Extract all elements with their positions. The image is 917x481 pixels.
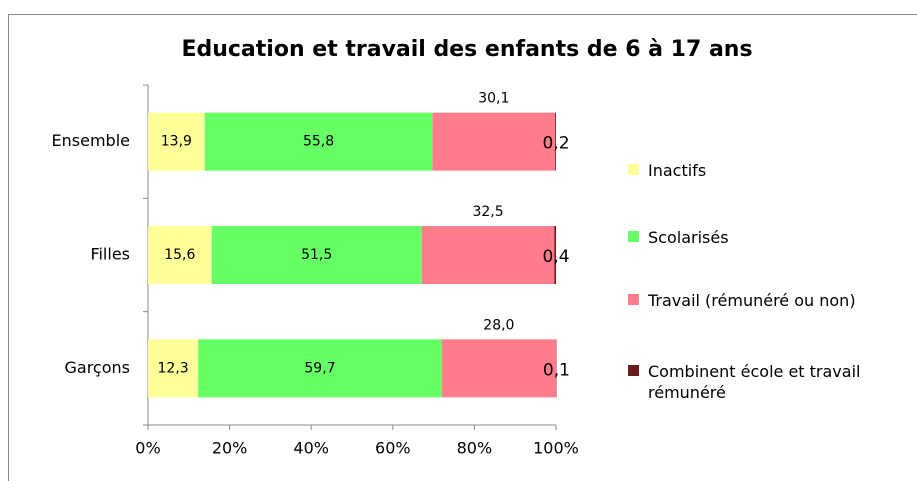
bar-segment — [148, 112, 205, 171]
legend-label: Scolarisés — [648, 228, 729, 247]
value-label: 51,5 — [301, 247, 332, 263]
value-label: 59,7 — [304, 360, 335, 376]
legend-item: Travail (rémunéré ou non) — [628, 290, 913, 311]
x-tick-label: 20% — [212, 439, 248, 458]
value-label: 0,4 — [542, 247, 569, 267]
bar-segment — [432, 112, 556, 171]
legend-item: Combinent école et travail rémunéré — [628, 361, 913, 403]
legend-swatch — [628, 365, 639, 376]
y-tick-label: Garçons — [65, 358, 131, 377]
bar-segment — [421, 226, 555, 284]
legend-item: Inactifs — [628, 160, 913, 181]
value-label: 28,0 — [483, 317, 514, 333]
bar-segment — [148, 226, 212, 284]
bar-segment — [204, 112, 433, 171]
value-label: 0,1 — [543, 360, 570, 380]
legend-swatch — [628, 231, 639, 242]
y-tick-label: Filles — [90, 245, 130, 264]
legend-swatch — [628, 164, 639, 175]
value-label: 32,5 — [472, 204, 503, 220]
bar-segment — [211, 226, 422, 284]
chart-title: Education et travail des enfants de 6 à … — [181, 37, 752, 62]
value-label: 55,8 — [303, 134, 334, 150]
y-tick-label: Ensemble — [52, 131, 130, 150]
legend-item: Scolarisés — [628, 227, 913, 248]
x-tick-label: 60% — [375, 439, 411, 458]
legend-label: Combinent école et travail rémunéré — [648, 362, 861, 402]
x-tick-label: 100% — [533, 439, 579, 458]
value-label: 12,3 — [158, 360, 189, 376]
legend-label: Travail (rémunéré ou non) — [648, 291, 856, 310]
value-label: 15,6 — [164, 247, 195, 263]
x-tick-label: 0% — [135, 439, 160, 458]
bar-segment — [148, 339, 199, 398]
value-label: 13,9 — [161, 134, 192, 150]
chart-frame — [8, 14, 917, 481]
bar-segment — [198, 339, 442, 398]
legend-swatch — [628, 294, 639, 305]
bar-segment — [441, 339, 556, 398]
x-tick-label: 40% — [293, 439, 329, 458]
x-tick-label: 80% — [457, 439, 493, 458]
bar-segment — [555, 112, 556, 171]
value-label: 30,1 — [478, 91, 509, 107]
legend-label: Inactifs — [648, 161, 707, 180]
value-label: 0,2 — [542, 134, 569, 154]
bar-segment — [554, 226, 556, 284]
